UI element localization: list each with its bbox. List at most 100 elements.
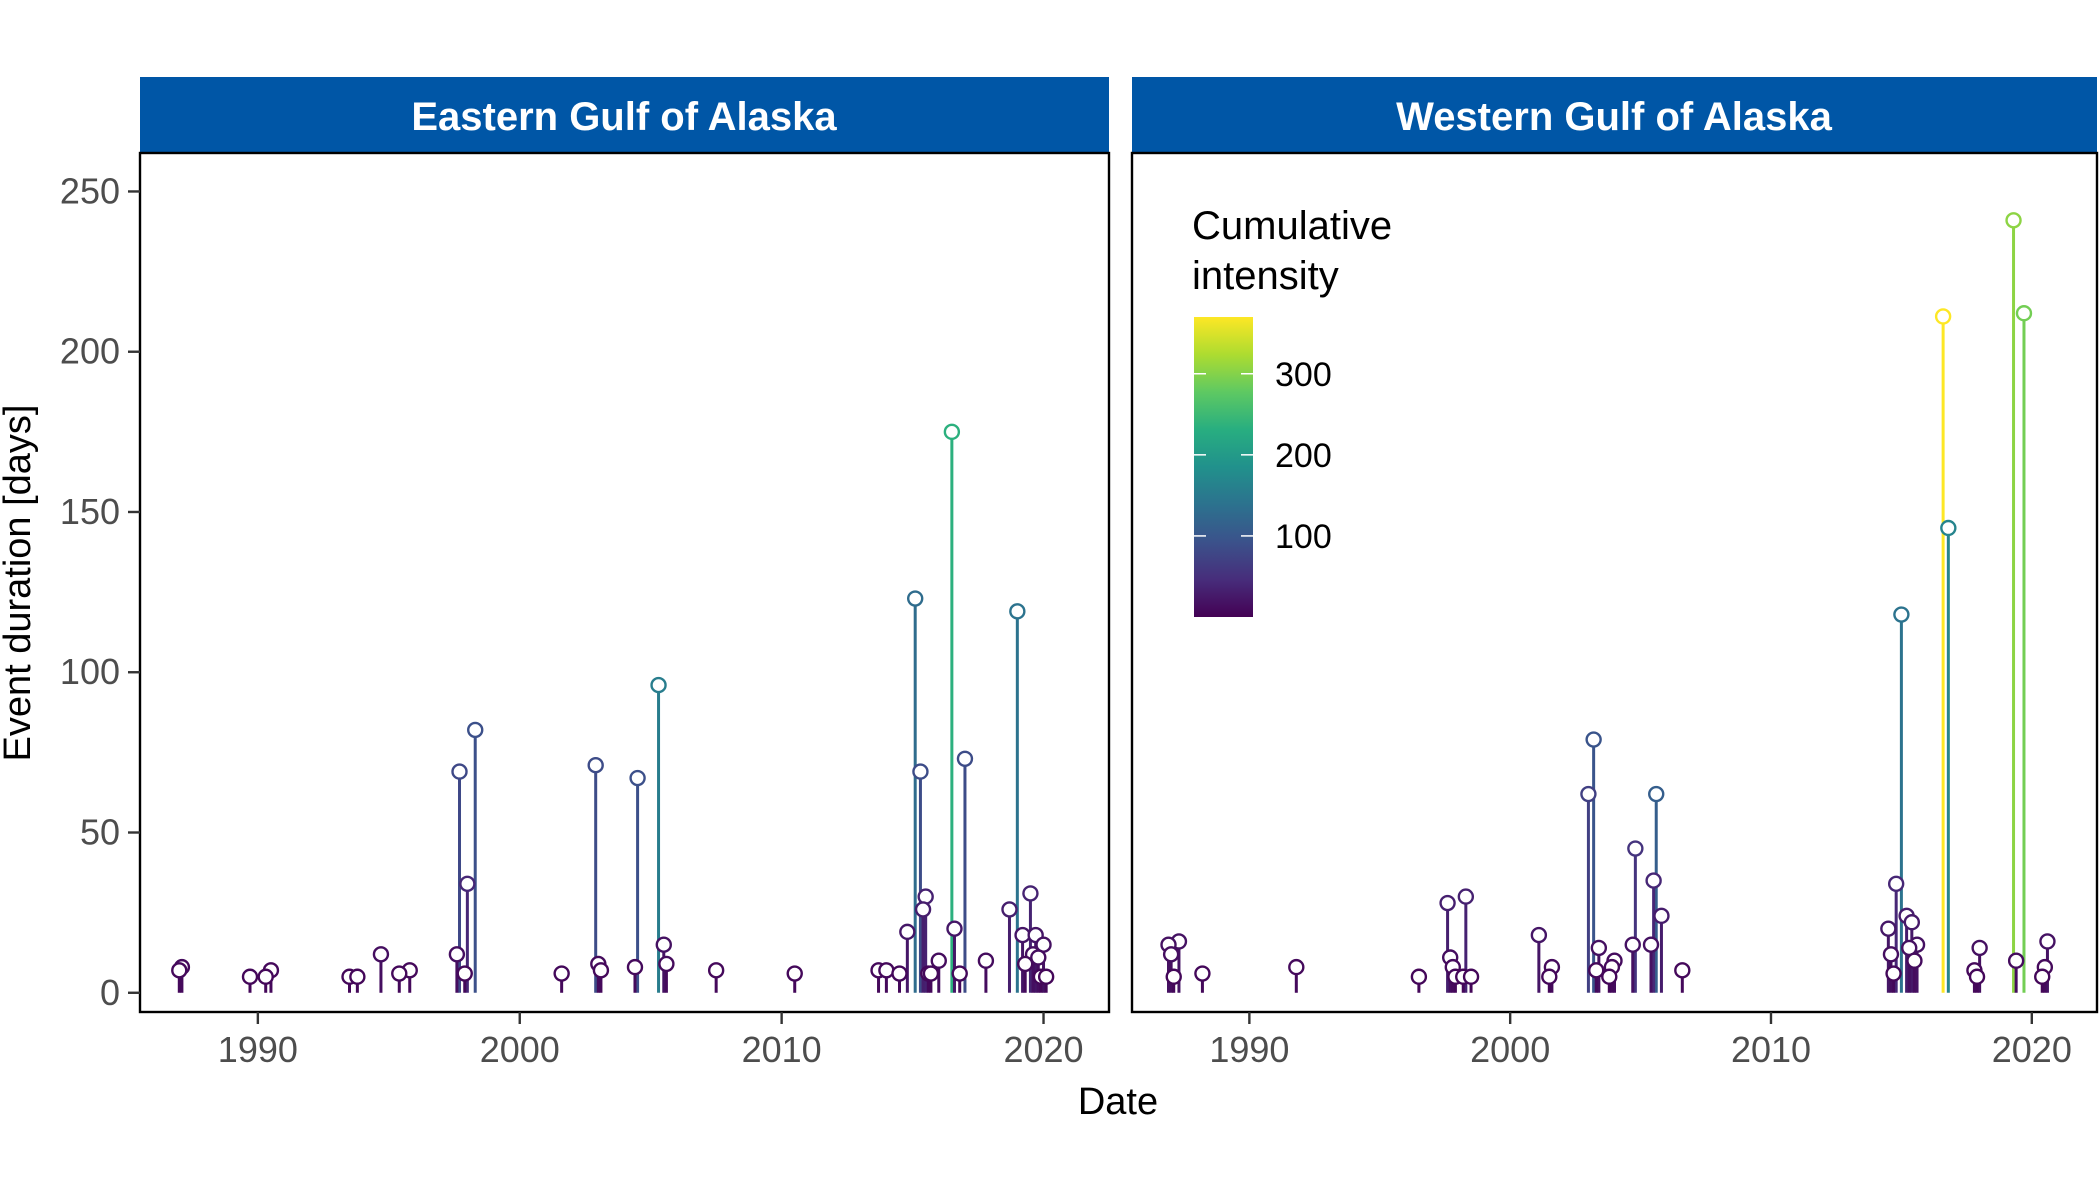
x-tick-label: 2000	[1470, 1029, 1550, 1070]
event-point	[1906, 952, 1923, 969]
event-point	[626, 958, 644, 976]
event-point	[922, 965, 940, 982]
event-point	[930, 952, 947, 969]
event-point	[899, 923, 916, 941]
panel-strip-eastern	[140, 77, 1109, 153]
event-point	[977, 952, 995, 969]
event-point	[1648, 785, 1665, 803]
y-tick-label: 0	[100, 972, 120, 1013]
panel-border-eastern	[138, 151, 1111, 1014]
event-point	[1580, 785, 1597, 803]
event-point	[1934, 308, 1952, 325]
event-point	[1162, 946, 1180, 963]
legend-tick-label: 100	[1275, 518, 1332, 556]
panel-title-eastern: Eastern Gulf of Alaska	[411, 95, 837, 139]
color-legend: Cumulative intensity 100 200 300	[1192, 204, 1392, 617]
event-point	[1590, 939, 1608, 957]
event-point	[456, 965, 473, 982]
event-point	[1016, 955, 1034, 973]
legend-colorbar	[1194, 317, 1253, 617]
event-point	[1462, 968, 1480, 985]
event-point	[2005, 212, 2022, 229]
y-tick-label: 150	[60, 491, 120, 532]
legend-tick-label: 300	[1275, 356, 1332, 394]
event-point	[1642, 936, 1660, 953]
event-point	[917, 888, 934, 905]
event-point	[707, 962, 725, 979]
event-point	[907, 590, 924, 607]
legend-title-line-1: Cumulative	[1192, 204, 1392, 248]
event-point	[1022, 885, 1039, 902]
event-point	[1880, 920, 1897, 937]
event-point	[629, 769, 646, 787]
x-tick-label: 2020	[1992, 1029, 2072, 1070]
event-point	[946, 920, 963, 937]
event-point	[956, 750, 974, 767]
event-point	[1541, 968, 1558, 985]
event-point	[943, 423, 961, 441]
event-point	[2034, 968, 2051, 985]
x-tick-label: 1990	[218, 1029, 298, 1070]
x-tick-label: 2010	[1731, 1029, 1811, 1070]
event-point	[1885, 965, 1902, 982]
event-point	[592, 962, 610, 979]
event-point	[372, 946, 390, 963]
event-point	[1439, 894, 1456, 912]
event-point	[1588, 962, 1605, 979]
legend-title-line-2: intensity	[1192, 254, 1339, 298]
legend-tick-label: 200	[1275, 437, 1332, 475]
y-axis-title: Event duration [days]	[0, 405, 39, 762]
x-axis-western: 1990 2000 2010 2020	[1209, 1012, 2072, 1070]
event-point	[1457, 888, 1475, 905]
panel-western	[1130, 151, 2099, 1014]
panel-title-western: Western Gulf of Alaska	[1396, 95, 1832, 139]
event-point	[1882, 946, 1900, 963]
event-point	[655, 936, 672, 953]
event-point	[2039, 933, 2056, 950]
event-point	[1009, 603, 1026, 620]
event-point	[1971, 939, 1988, 957]
event-point	[2015, 305, 2033, 322]
event-point	[1601, 968, 1618, 985]
event-point	[1530, 926, 1548, 944]
event-point	[2007, 952, 2025, 969]
x-tick-label: 2020	[1003, 1029, 1083, 1070]
event-point	[467, 721, 484, 739]
event-point	[451, 763, 468, 780]
event-point	[1194, 965, 1211, 982]
event-point	[1001, 901, 1018, 918]
event-point	[1653, 907, 1670, 925]
event-point	[891, 965, 908, 982]
event-point	[658, 955, 675, 973]
x-tick-label: 1990	[1209, 1029, 1289, 1070]
event-point	[1627, 840, 1644, 857]
x-tick-label: 2000	[480, 1029, 560, 1070]
event-point	[1624, 936, 1641, 953]
event-point	[1893, 606, 1910, 623]
y-tick-label: 250	[60, 170, 120, 211]
event-point	[171, 962, 188, 979]
event-point	[587, 756, 604, 774]
event-point	[241, 968, 259, 985]
event-point	[1030, 949, 1047, 966]
y-tick-label: 100	[60, 651, 120, 692]
x-tick-label: 2010	[742, 1029, 822, 1070]
event-point	[650, 676, 667, 694]
event-point	[914, 901, 932, 918]
event-point	[912, 763, 929, 780]
event-point	[1288, 958, 1305, 976]
event-point	[257, 968, 274, 985]
panel-border-western	[1130, 151, 2099, 1014]
event-point	[1585, 731, 1602, 748]
event-point	[553, 965, 570, 982]
event-point	[349, 968, 366, 985]
event-point	[1165, 968, 1182, 985]
event-point	[951, 965, 968, 982]
event-point	[1410, 968, 1428, 985]
event-point	[1645, 872, 1662, 889]
y-axis: 0 50 100 150 200 250	[60, 170, 140, 1013]
event-point	[1037, 968, 1055, 985]
panel-strip-western	[1132, 77, 2097, 153]
event-point	[459, 875, 476, 892]
